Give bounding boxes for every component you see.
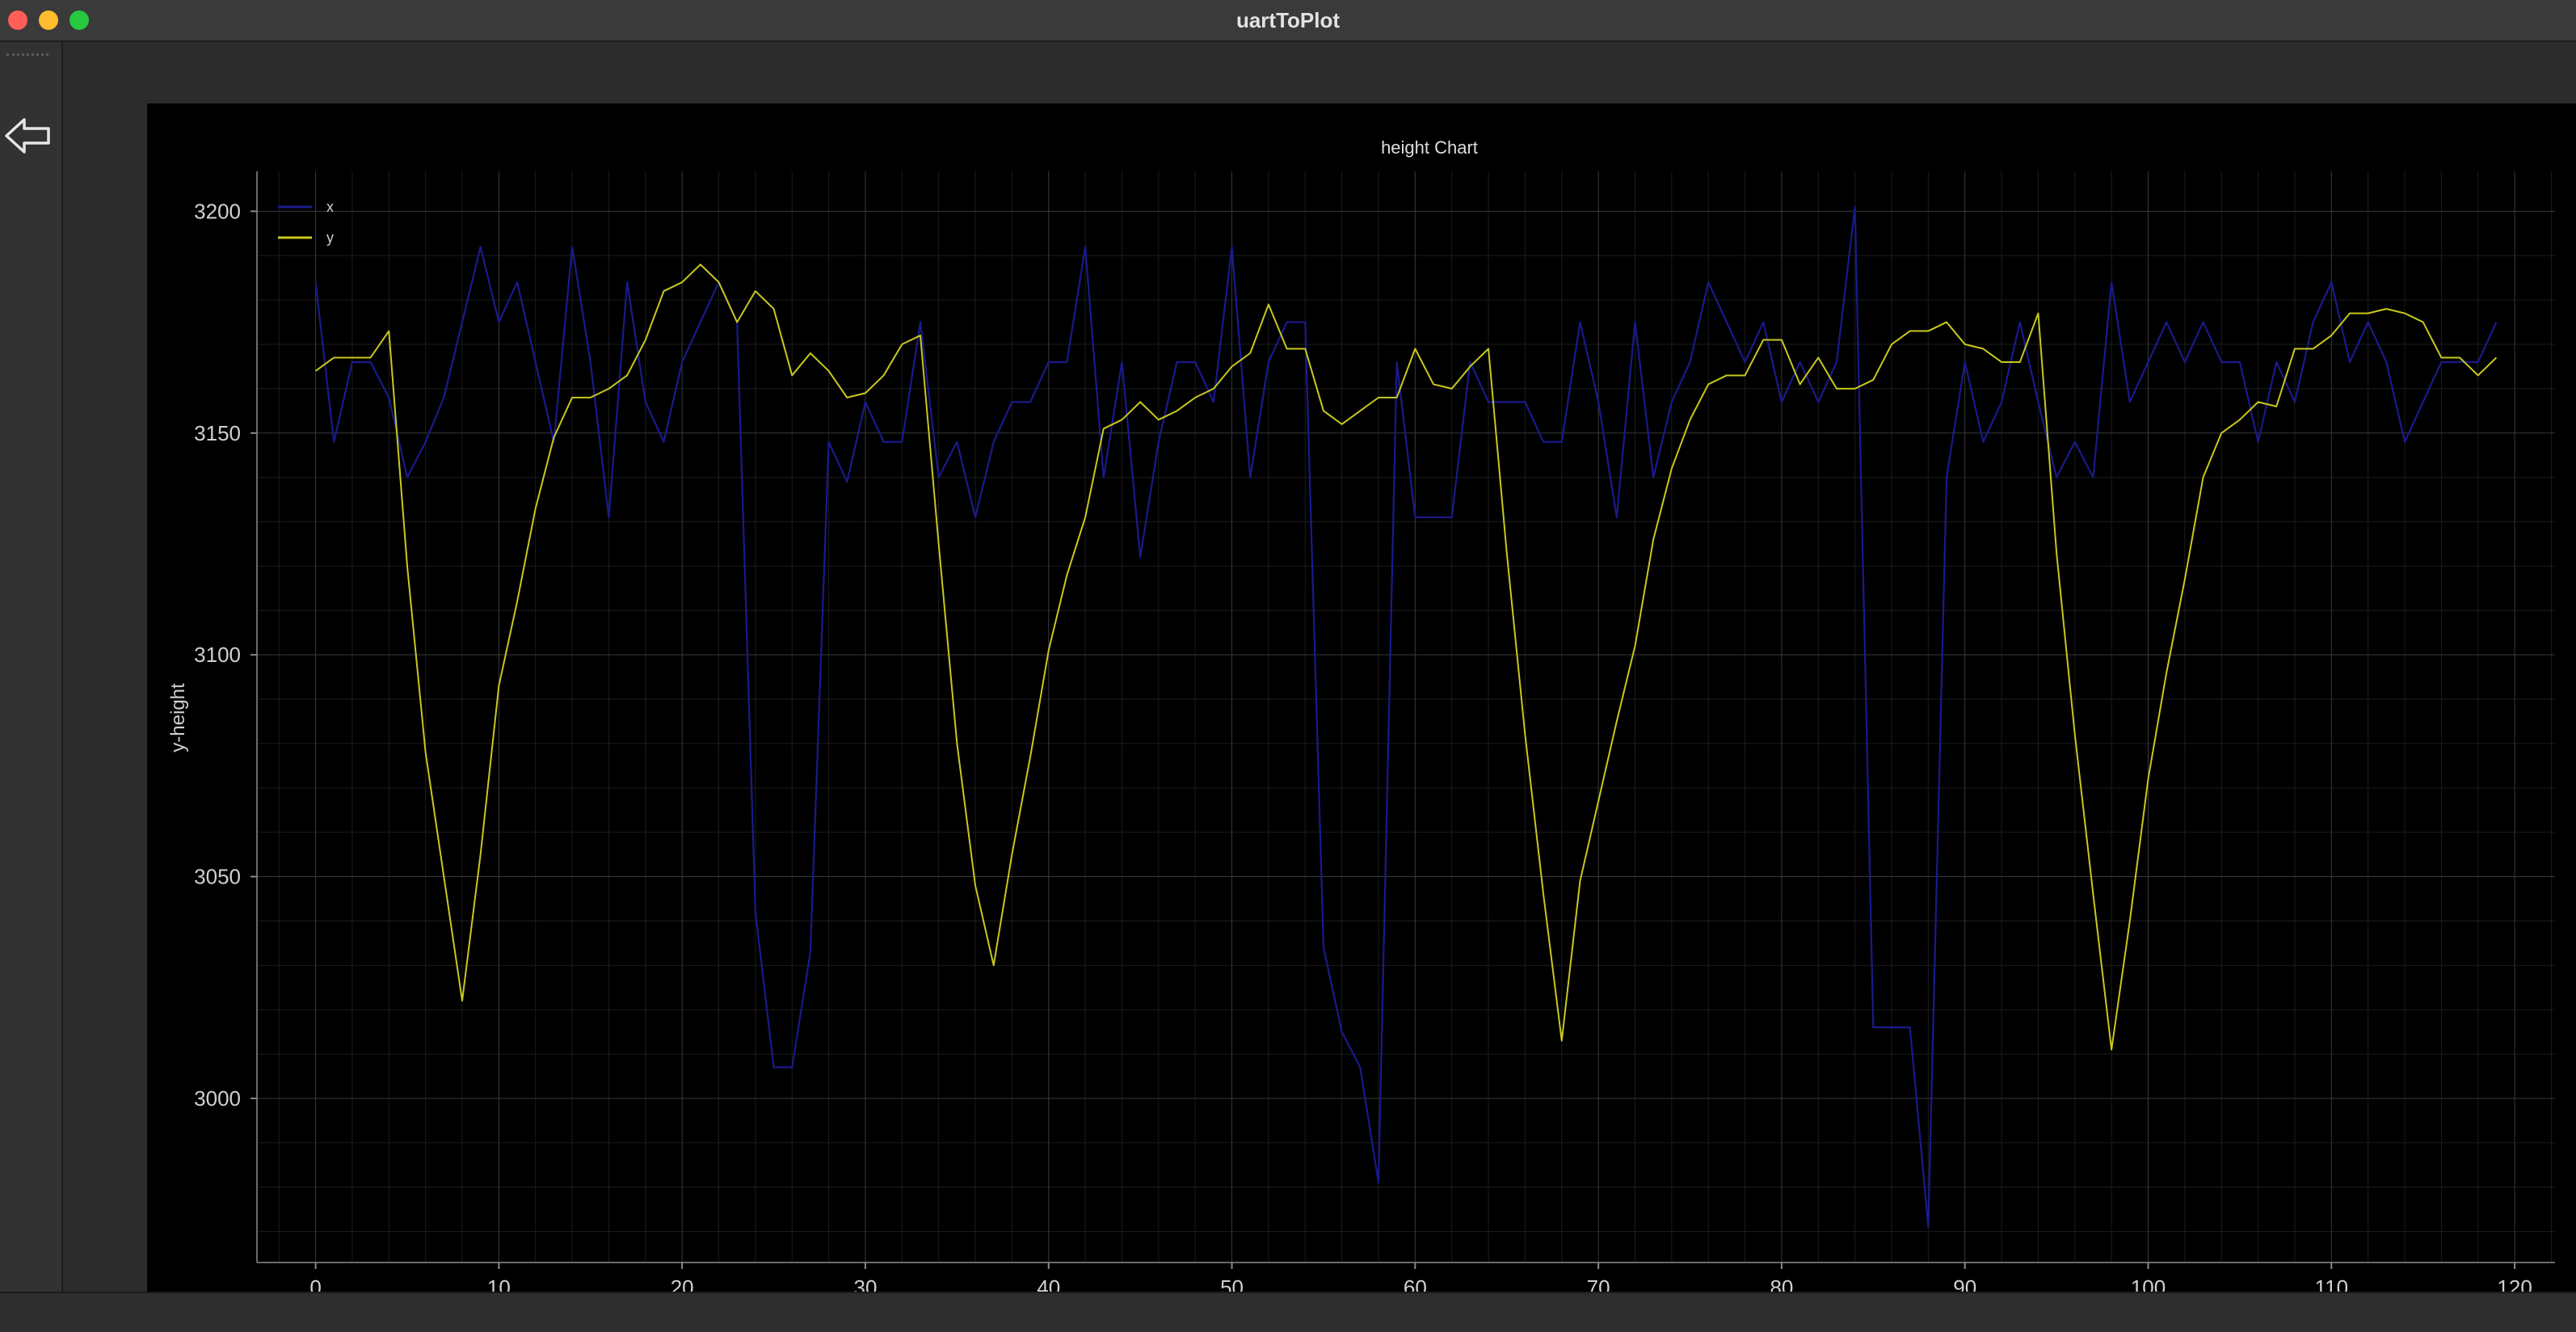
- y-tick-label: 3100: [194, 643, 241, 667]
- y-tick-label: 3200: [194, 199, 241, 223]
- window-title: uartToPlot: [1235, 8, 1341, 32]
- chart-view[interactable]: 0 10 20 30 40 50 60 70 80 90 100 110 120 3000 3050 310…: [147, 103, 2576, 1314]
- back-arrow-icon: [5, 118, 50, 154]
- window-maximize-button[interactable]: [69, 11, 89, 30]
- toolbar-grip-handle[interactable]: [6, 53, 48, 59]
- minor-grid: [257, 171, 2555, 1262]
- back-button[interactable]: [3, 113, 52, 158]
- title-bar: uartToPlot: [0, 0, 2576, 42]
- y-tick-label: 3000: [194, 1086, 241, 1111]
- y-tick-label: 3050: [194, 865, 241, 889]
- main-content: 0 10 20 30 40 50 60 70 80 90 100 110 120 3000 3050 310…: [63, 42, 2576, 1314]
- height-chart: 0 10 20 30 40 50 60 70 80 90 100 110 120 30003050310…: [167, 137, 2555, 1300]
- y-tick-label: 3150: [194, 421, 241, 445]
- series-layer: [314, 205, 2498, 1229]
- chart-title: height Chart: [1381, 137, 1478, 158]
- legend: xy: [278, 199, 334, 246]
- series-line-y: [314, 263, 2498, 1051]
- series-line-x: [314, 205, 2498, 1229]
- y-axis-label: y-height: [167, 683, 189, 752]
- legend-label-y: y: [326, 230, 334, 246]
- window-minimize-button[interactable]: [39, 11, 58, 30]
- window-close-button[interactable]: [8, 11, 27, 30]
- major-grid: [257, 171, 2555, 1262]
- status-bar: [0, 1292, 2576, 1332]
- y-axis-ticks: 3000 3050 3100 3150 3200: [194, 199, 257, 1111]
- legend-label-x: x: [326, 199, 334, 215]
- toolbar: [0, 42, 63, 1292]
